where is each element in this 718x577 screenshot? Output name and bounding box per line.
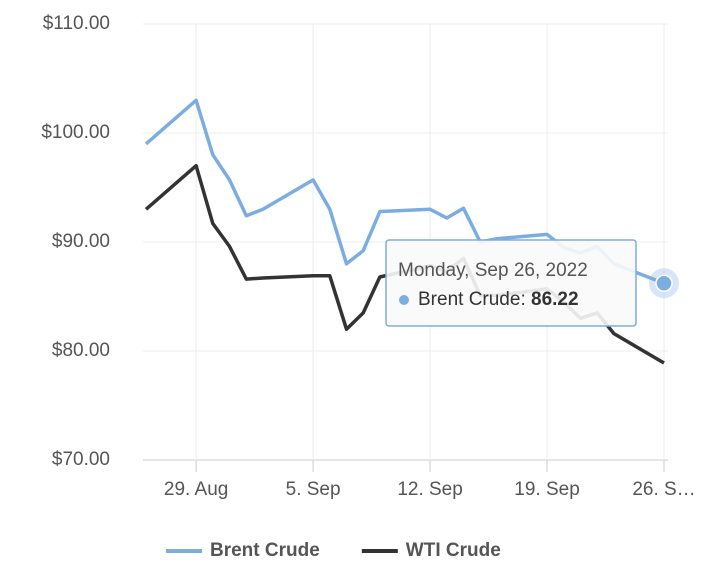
- x-tick-label: 29. Aug: [164, 479, 228, 500]
- y-tick-label: $110.00: [43, 13, 110, 34]
- x-tick-label: 12. Sep: [397, 479, 463, 500]
- tooltip-marker: [399, 295, 409, 305]
- x-tick-label: 26. S…: [632, 479, 695, 500]
- tooltip-title: Monday, Sep 26, 2022: [398, 260, 588, 281]
- legend-label: Brent Crude: [210, 540, 320, 561]
- hover-point: [655, 274, 673, 292]
- tooltip-box: [385, 239, 637, 327]
- tooltip-sep: :: [520, 289, 531, 310]
- tooltip: Monday, Sep 26, 2022 Brent Crude: 86.22: [385, 239, 637, 327]
- tooltip-text: Brent Crude: 86.22: [418, 289, 579, 310]
- x-tick-label: 5. Sep: [286, 479, 341, 500]
- y-tick-label: $70.00: [52, 449, 110, 470]
- y-tick-label: $90.00: [52, 231, 110, 252]
- legend-label: WTI Crude: [406, 540, 501, 561]
- tooltip-series: Brent Crude: [418, 289, 520, 310]
- y-tick-label: $100.00: [41, 122, 110, 143]
- y-tick-label: $80.00: [52, 340, 110, 361]
- tooltip-value: 86.22: [531, 289, 579, 310]
- x-tick-label: 19. Sep: [514, 479, 580, 500]
